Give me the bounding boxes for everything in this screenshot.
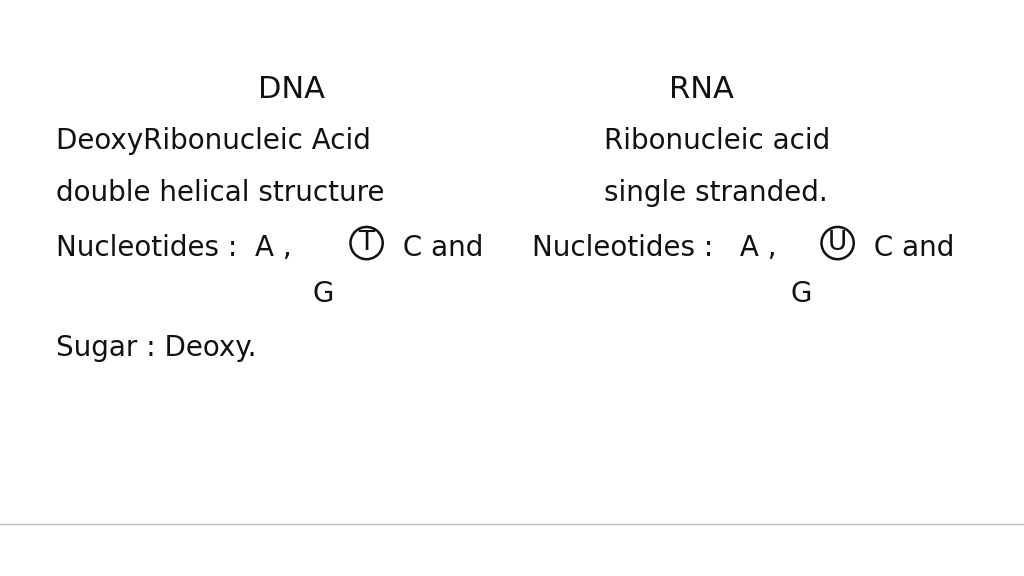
Text: T: T [358,230,375,256]
Text: Nucleotides :   A ,: Nucleotides : A , [532,234,777,262]
Text: G: G [312,280,334,308]
Text: U: U [828,230,847,256]
Text: single stranded.: single stranded. [604,179,828,207]
Text: Sugar : Deoxy.: Sugar : Deoxy. [56,335,257,362]
Text: DeoxyRibonucleic Acid: DeoxyRibonucleic Acid [56,127,371,155]
Text: RNA: RNA [669,75,734,104]
Text: C and: C and [394,234,483,262]
Text: Nucleotides :  A ,: Nucleotides : A , [56,234,292,262]
Text: C and: C and [865,234,954,262]
Text: DNA: DNA [258,75,326,104]
Text: Ribonucleic acid: Ribonucleic acid [604,127,830,155]
Text: double helical structure: double helical structure [56,179,385,207]
Text: G: G [791,280,812,308]
